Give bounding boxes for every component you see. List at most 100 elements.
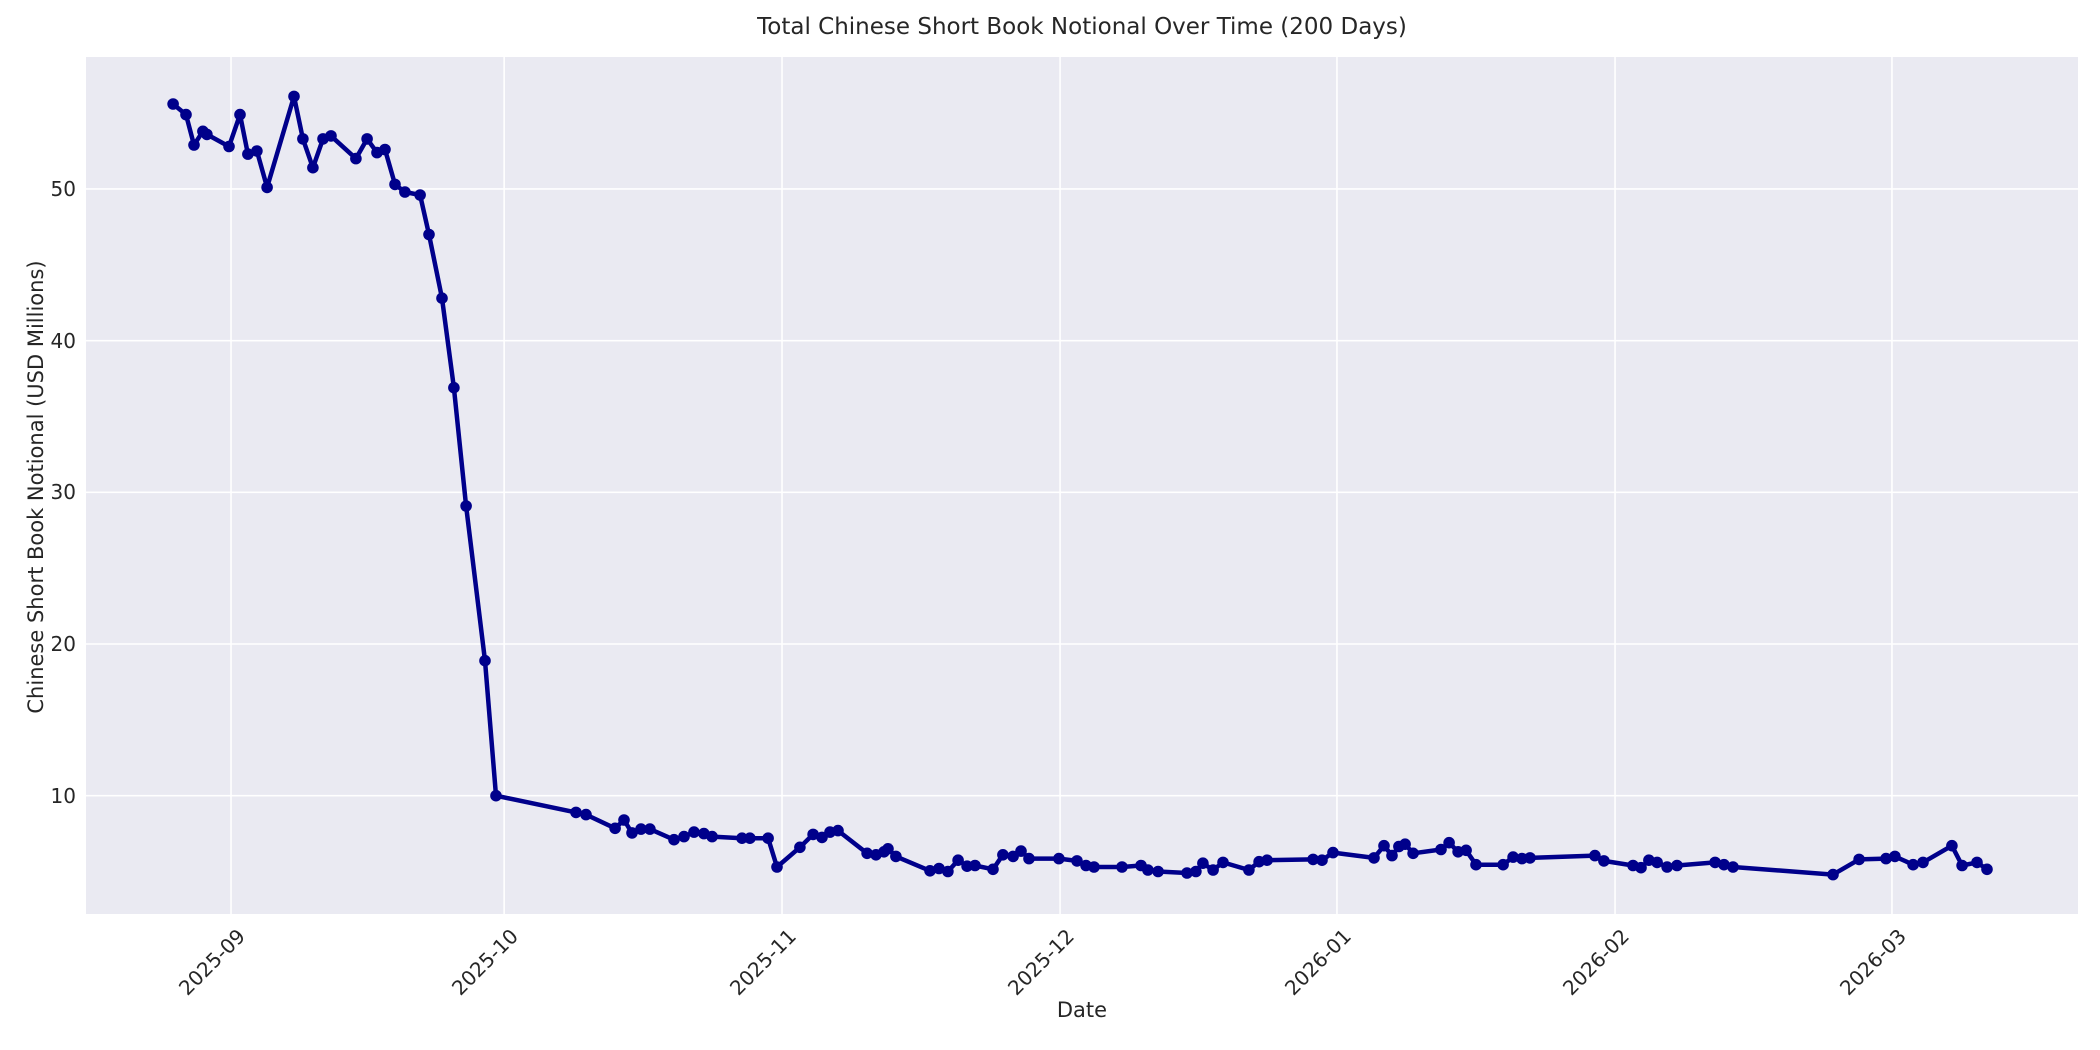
x-tick-label: 2025-12 xyxy=(1002,924,1080,1001)
data-point xyxy=(1197,857,1209,869)
data-point xyxy=(242,148,254,160)
data-point xyxy=(1946,839,1958,852)
data-point xyxy=(832,824,844,837)
data-point xyxy=(1889,850,1901,863)
data-point xyxy=(1671,859,1683,872)
x-tick-label: 2026-02 xyxy=(1557,924,1635,1001)
data-point xyxy=(1053,852,1065,865)
data-point xyxy=(744,832,756,844)
data-point xyxy=(580,808,592,821)
data-point xyxy=(1727,861,1739,873)
data-point xyxy=(1261,854,1273,866)
data-point xyxy=(307,161,319,174)
data-point xyxy=(1917,856,1929,869)
data-point xyxy=(626,827,638,839)
data-point xyxy=(644,823,656,835)
data-point xyxy=(1460,844,1472,857)
data-point xyxy=(969,859,981,872)
data-point xyxy=(1116,861,1128,873)
x-tick-label: 2025-09 xyxy=(173,924,250,1001)
chart-title: Total Chinese Short Book Notional Over T… xyxy=(757,14,1407,40)
data-point xyxy=(261,181,273,194)
y-tick-label: 30 xyxy=(50,480,76,505)
data-point xyxy=(423,228,435,241)
data-point xyxy=(1088,861,1100,873)
data-point xyxy=(1181,867,1193,879)
data-point xyxy=(688,826,700,838)
data-point xyxy=(1971,856,1983,869)
data-point xyxy=(414,189,426,201)
data-point xyxy=(379,143,391,156)
data-point xyxy=(635,823,647,835)
data-point xyxy=(807,828,819,841)
data-point xyxy=(1507,851,1519,863)
data-point xyxy=(890,850,902,863)
data-point xyxy=(251,145,263,157)
data-point xyxy=(1853,853,1865,866)
data-point xyxy=(924,865,936,877)
data-point xyxy=(1443,836,1455,849)
y-tick-label: 10 xyxy=(50,783,76,808)
data-point xyxy=(933,862,945,875)
data-point xyxy=(1378,839,1390,852)
data-point xyxy=(325,130,337,142)
data-point xyxy=(297,133,309,145)
data-point xyxy=(794,841,806,854)
x-tick-label: 2026-03 xyxy=(1834,924,1911,1001)
data-point xyxy=(1217,856,1229,869)
data-point xyxy=(1981,863,1993,876)
data-point xyxy=(1407,847,1419,860)
data-point xyxy=(1368,852,1380,864)
data-point xyxy=(1589,849,1601,862)
x-axis-label: Date xyxy=(1056,998,1108,1022)
data-point xyxy=(1015,845,1027,857)
x-tick-label: 2025-10 xyxy=(447,924,524,1001)
data-point xyxy=(180,108,192,121)
y-tick-label: 20 xyxy=(50,632,76,656)
data-point xyxy=(1316,854,1328,866)
data-point xyxy=(952,854,964,866)
x-tick-label: 2026-01 xyxy=(1279,924,1356,1001)
plot-area xyxy=(86,57,2078,914)
data-point xyxy=(460,500,472,512)
data-point xyxy=(1386,849,1398,862)
data-point xyxy=(1243,864,1255,876)
data-point xyxy=(1327,846,1339,859)
data-point xyxy=(1880,852,1892,865)
data-point xyxy=(1497,858,1509,871)
data-point xyxy=(1827,868,1839,881)
data-point xyxy=(1023,852,1035,865)
data-point xyxy=(706,830,718,843)
data-point xyxy=(1152,865,1164,878)
data-point xyxy=(201,128,213,141)
data-point xyxy=(436,292,448,304)
data-point xyxy=(997,849,1009,861)
y-tick-label: 50 xyxy=(50,176,76,201)
data-point xyxy=(1709,856,1721,869)
data-point xyxy=(448,381,460,394)
data-point xyxy=(1956,859,1968,872)
data-point xyxy=(942,865,954,878)
data-point xyxy=(1399,838,1411,850)
data-point xyxy=(1190,865,1202,878)
y-tick-label: 40 xyxy=(50,328,76,353)
data-point xyxy=(678,830,690,843)
plot-background xyxy=(86,57,2078,914)
data-point xyxy=(882,843,894,855)
data-point xyxy=(668,833,680,846)
data-point xyxy=(609,822,621,835)
data-point xyxy=(479,654,491,667)
data-point xyxy=(234,108,246,121)
data-point xyxy=(1071,855,1083,867)
data-point xyxy=(1907,858,1919,871)
data-point xyxy=(1598,855,1610,867)
data-point xyxy=(223,140,235,153)
data-point xyxy=(861,847,873,860)
data-point xyxy=(1635,861,1647,874)
data-point xyxy=(361,133,373,145)
data-point xyxy=(771,861,783,873)
data-point xyxy=(1718,858,1730,871)
data-point xyxy=(1470,858,1482,871)
x-tick-label: 2025-11 xyxy=(724,924,801,1001)
